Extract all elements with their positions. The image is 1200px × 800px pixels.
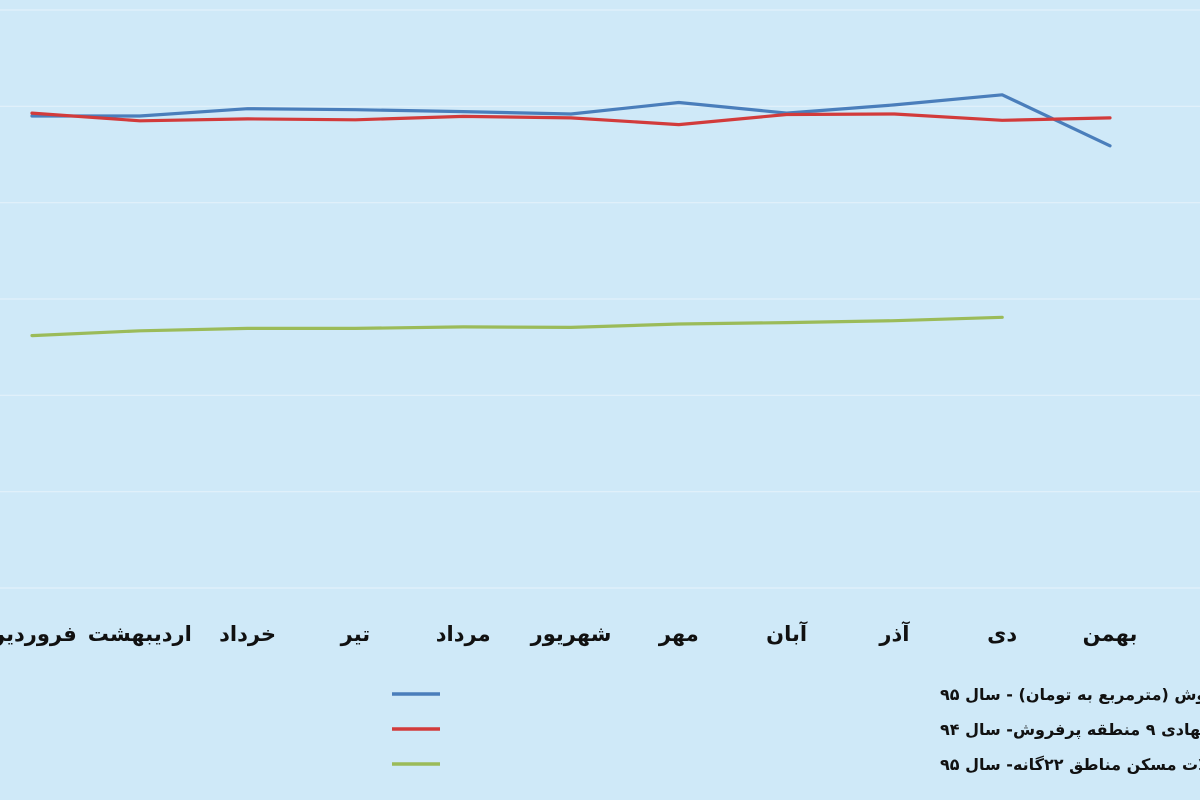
x-tick-label: شهریور <box>530 622 612 646</box>
legend-label: قیمت پیشنهادی ۹ منطقه پرفروش- سال ۹۴ <box>940 720 1200 740</box>
x-tick-label: خرداد <box>219 622 276 646</box>
legend-label: قیمت پیشنهادی ۹ منطقه پرفروش (مترمربع به… <box>940 685 1200 705</box>
series-line-2 <box>30 111 1112 127</box>
series-lines <box>30 93 1112 338</box>
x-tick-label: آبان <box>766 621 808 646</box>
x-tick-label: آذر <box>878 621 910 646</box>
x-tick-label: فروردین <box>0 622 77 646</box>
series-line-1 <box>30 93 1112 148</box>
x-tick-label: تیر <box>340 622 371 646</box>
gridlines <box>0 9 1200 589</box>
x-axis-tick-labels: فروردین اردیبهشت خرداد تیر مرداد شهریور مهر آبا… <box>0 621 1137 646</box>
x-tick-label: اردیبهشت <box>88 622 192 646</box>
x-tick-label: مرداد <box>436 622 491 646</box>
legend: قیمت پیشنهادی ۹ منطقه پرفروش (مترمربع به… <box>392 685 1200 774</box>
legend-label: قیمت قطعی کل معاملات مسکن مناطق ۲۲گانه- … <box>940 755 1200 774</box>
x-tick-label: بهمن <box>1083 622 1138 646</box>
x-tick-label: دی <box>987 622 1017 646</box>
x-tick-label: مهر <box>658 622 699 646</box>
series-line-3 <box>30 315 1004 338</box>
